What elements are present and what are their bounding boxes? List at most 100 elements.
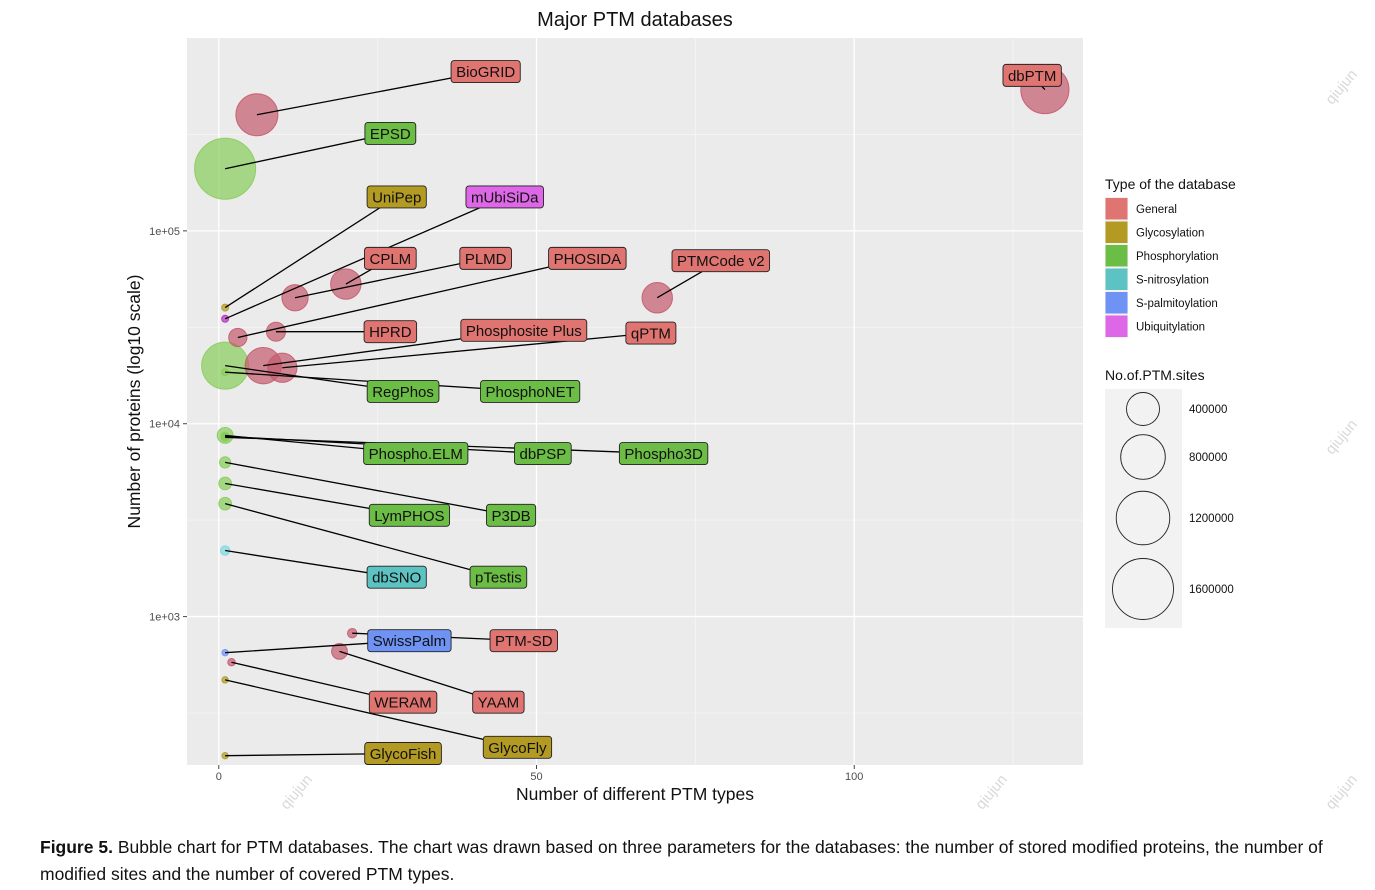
label-text: Phosphosite Plus [466, 323, 582, 340]
label-yaam: YAAM [472, 690, 525, 714]
label-text: dbPSP [520, 446, 567, 463]
label-text: Phospho.ELM [369, 446, 463, 463]
label-text: PTM-SD [495, 633, 553, 650]
leader-line-yaam [339, 650, 499, 703]
legend-swatch-ubiquitylation [1105, 315, 1128, 337]
legend-size-circle [1115, 490, 1171, 546]
legend-size-circle [1120, 434, 1166, 480]
label-phospho3d: Phospho3D [618, 442, 709, 466]
label-text: WERAM [374, 695, 432, 712]
watermark-text: qiujun [1322, 66, 1361, 108]
label-glycofish: GlycoFish [364, 742, 442, 765]
label-box [460, 318, 588, 342]
watermark-text: qiujun [1322, 771, 1361, 813]
label-unipep: UniPep [366, 185, 427, 209]
x-tick-label: 100 [845, 771, 863, 783]
figure-caption: Figure 5. Bubble chart for PTM databases… [40, 834, 1350, 888]
legend-size-label: 800000 [1189, 452, 1227, 464]
legend-size-label: 1600000 [1189, 584, 1234, 596]
label-plmd: PLMD [459, 246, 512, 270]
label-qptm: qPTM [625, 321, 677, 345]
bubble-chart: qiujunqiujunqiujunqiujunqiujunqiujunqiuj… [124, 9, 1361, 813]
label-box [671, 249, 771, 273]
label-text: pTestis [475, 570, 522, 587]
label-ptestis: pTestis [469, 565, 528, 589]
label-dbpsp: dbPSP [514, 442, 572, 466]
label-text: BioGRID [456, 64, 515, 81]
y-tick-label: 1e+03 [149, 612, 180, 624]
legend-label-ubiquitylation: Ubiquitylation [1136, 322, 1205, 334]
legend-swatch-glycosylation [1105, 221, 1128, 243]
label-text: CPLM [370, 251, 412, 268]
label-box [368, 690, 438, 714]
legend-swatch-phosphorylation [1105, 245, 1128, 267]
leader-line-phosida [237, 257, 588, 339]
label-text: UniPep [372, 189, 421, 206]
label-dbptm: dbPTM [1002, 63, 1062, 87]
chart-title: Major PTM databases [537, 9, 733, 31]
legend-size-label: 1200000 [1189, 513, 1234, 525]
label-text: GlycoFly [488, 740, 547, 757]
leader-line-qptm [282, 332, 651, 369]
label-mubisida: mUbiSiDa [465, 185, 544, 209]
label-text: mUbiSiDa [471, 189, 539, 206]
bubble-biogrid [235, 93, 279, 137]
label-box [482, 735, 553, 759]
watermark-text: qiujun [972, 771, 1011, 813]
leader-line-biogrid [256, 70, 486, 116]
legend-size-label: 400000 [1189, 404, 1227, 416]
label-regphos: RegPhos [366, 380, 440, 403]
legend-color-title: Type of the database [1105, 176, 1236, 192]
label-box [465, 185, 544, 209]
x-tick-label: 0 [216, 771, 222, 783]
label-epsd: EPSD [364, 121, 417, 145]
label-cplm: CPLM [364, 246, 417, 270]
label-text: PLMD [465, 251, 507, 268]
label-box [489, 629, 558, 653]
label-text: LymPHOS [374, 508, 444, 525]
legend: Type of the database No.of.PTM.sites Gen… [1105, 176, 1236, 628]
legend-label-s-palmitoylation: S-palmitoylation [1136, 298, 1218, 310]
label-box [625, 321, 677, 345]
label-text: dbSNO [372, 570, 421, 587]
watermark-text: qiujun [277, 771, 316, 813]
label-box [363, 320, 418, 344]
legend-size-circle [1126, 392, 1160, 426]
legend-swatch-general [1105, 198, 1128, 220]
legend-swatch-s-nitrosylation [1105, 268, 1128, 290]
label-p3db: P3DB [486, 503, 537, 527]
label-text: P3DB [491, 508, 530, 525]
label-box [486, 503, 537, 527]
y-tick-label: 1e+04 [149, 419, 180, 431]
label-box [364, 246, 417, 270]
label-box [366, 565, 427, 589]
label-text: dbPTM [1008, 68, 1056, 85]
label-swisspalm: SwissPalm [367, 629, 452, 653]
x-axis-title: Number of different PTM types [516, 784, 754, 804]
leader-line-plmd [294, 257, 486, 299]
label-phosphonet: PhosphoNET [480, 380, 581, 403]
label-text: PhosphoNET [486, 384, 575, 401]
caption-text: Bubble chart for PTM databases. The char… [40, 837, 1323, 884]
label-box [480, 380, 581, 403]
label-phosida: PHOSIDA [548, 246, 627, 270]
label-box [368, 503, 451, 527]
leader-line-unipep [224, 196, 398, 309]
label-hprd: HPRD [363, 320, 418, 344]
label-text: PTMCode v2 [677, 253, 765, 270]
legend-label-general: General [1136, 204, 1177, 216]
label-phospho-elm: Phospho.ELM [363, 442, 469, 466]
leader-line-p3db [225, 461, 512, 516]
label-text: HPRD [369, 324, 412, 341]
label-text: YAAM [478, 695, 519, 712]
label-box [618, 442, 709, 466]
label-text: qPTM [631, 326, 671, 343]
label-text: Phospho3D [624, 446, 703, 463]
y-tick-label: 1e+05 [149, 226, 180, 238]
label-ptm-sd: PTM-SD [489, 629, 558, 653]
caption-label: Figure 5. [40, 837, 113, 857]
label-text: RegPhos [372, 384, 434, 401]
label-box [1002, 63, 1062, 87]
label-box [469, 565, 528, 589]
label-box [364, 742, 442, 765]
